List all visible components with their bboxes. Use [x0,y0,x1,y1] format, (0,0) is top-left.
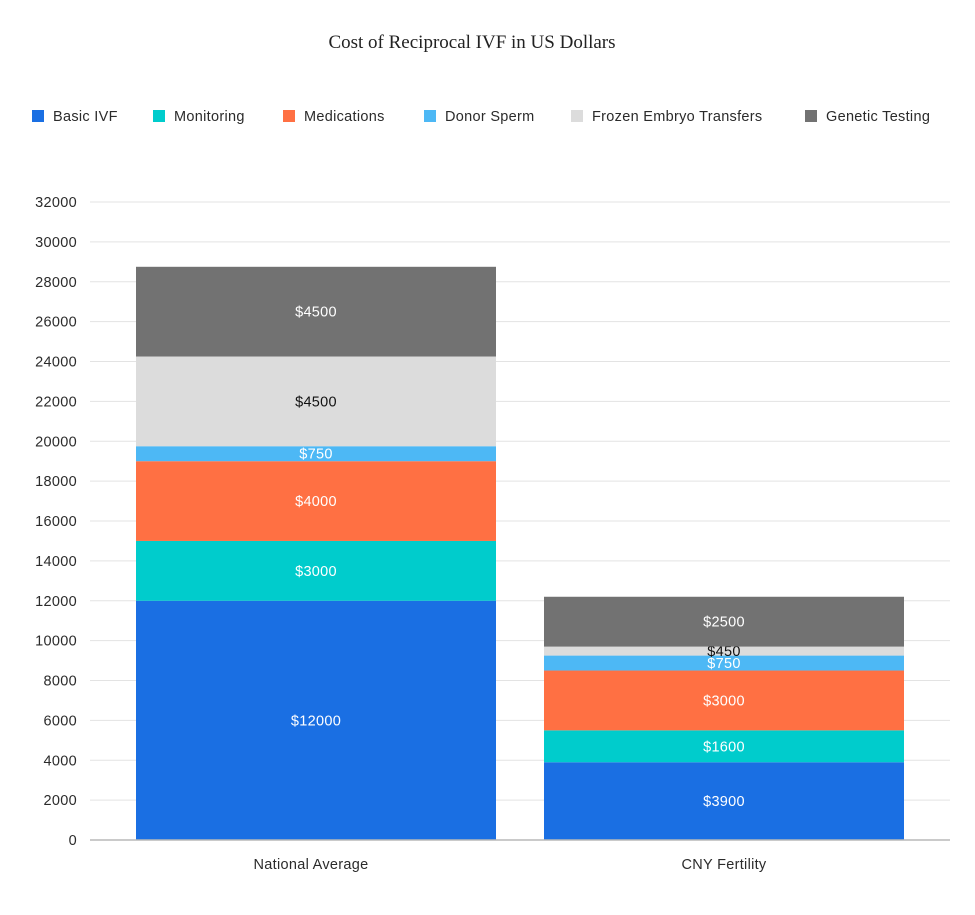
data-label: $750 [299,447,332,463]
y-tick-label: 2000 [44,793,77,809]
y-tick-label: 22000 [35,394,77,410]
legend-swatch [571,110,583,122]
y-tick-label: 14000 [35,554,77,570]
bar-segment [136,446,496,462]
legend-swatch [424,110,436,122]
bar-segment [544,762,904,840]
legend-swatch [153,110,165,122]
bar-segment [544,646,904,656]
data-label: $4500 [295,305,337,321]
data-label: $3000 [295,564,337,580]
x-tick-label: National Average [254,857,369,873]
legend-item: Monitoring [153,109,245,125]
y-tick-label: 20000 [35,434,77,450]
legend-swatch [283,110,295,122]
y-tick-label: 30000 [35,235,77,251]
bar-stack: $12000 $3000 $4000 $750 $4500 $4500 [136,266,496,840]
bar-segment [136,540,496,601]
data-label: $450 [707,644,740,660]
y-tick-label: 0 [69,833,77,849]
legend: Basic IVF Monitoring Medications Donor Sper… [32,109,930,125]
y-tick-label: 10000 [35,634,77,650]
x-tick-label: CNY Fertility [681,857,766,873]
legend-swatch [32,110,44,122]
bar-segment [136,600,496,840]
legend-item: Frozen Embryo Transfers [571,109,762,125]
data-label: $2500 [703,615,745,631]
legend-item: Donor Sperm [424,109,535,125]
y-tick-label: 24000 [35,355,77,371]
y-tick-label: 4000 [44,753,77,769]
bars: $12000 $3000 $4000 $750 $4500 $4500 $3900 $1600… [136,266,904,840]
y-tick-label: 32000 [35,195,77,211]
bar-segment [136,356,496,447]
legend-item: Basic IVF [32,109,118,125]
legend-label: Donor Sperm [445,109,535,125]
data-label: $3900 [703,794,745,810]
y-tick-label: 16000 [35,514,77,530]
data-label: $750 [707,656,740,672]
bar-segment [544,730,904,763]
data-label: $1600 [703,739,745,755]
y-tick-label: 26000 [35,315,77,331]
y-tick-label: 28000 [35,275,77,291]
y-tick-label: 12000 [35,594,77,610]
legend-item: Genetic Testing [805,109,930,125]
bar-segment [544,596,904,647]
legend-label: Frozen Embryo Transfers [592,109,762,125]
bar-segment [136,461,496,541]
y-tick-label: 8000 [44,674,77,690]
data-label: $4000 [295,494,337,510]
bar-segment [544,655,904,671]
data-label: $4500 [295,394,337,410]
bar-stack: $3900 $1600 $3000 $750$450 $2500 [544,596,904,840]
bar-segment [544,670,904,731]
y-tick-label: 6000 [44,713,77,729]
x-axis: National Average CNY Fertility [90,839,950,873]
y-axis: 0 2000 4000 6000 8000 10000 12000 14000 16000 180… [35,195,77,849]
chart-title: Cost of Reciprocal IVF in US Dollars [328,32,615,53]
legend-label: Medications [304,109,385,125]
legend-swatch [805,110,817,122]
legend-label: Monitoring [174,109,245,125]
data-label: $12000 [291,713,341,729]
y-tick-label: 18000 [35,474,77,490]
bar-segment [136,266,496,357]
legend-label: Basic IVF [53,109,118,125]
data-label: $3000 [703,693,745,709]
legend-label: Genetic Testing [826,109,930,125]
legend-item: Medications [283,109,385,125]
